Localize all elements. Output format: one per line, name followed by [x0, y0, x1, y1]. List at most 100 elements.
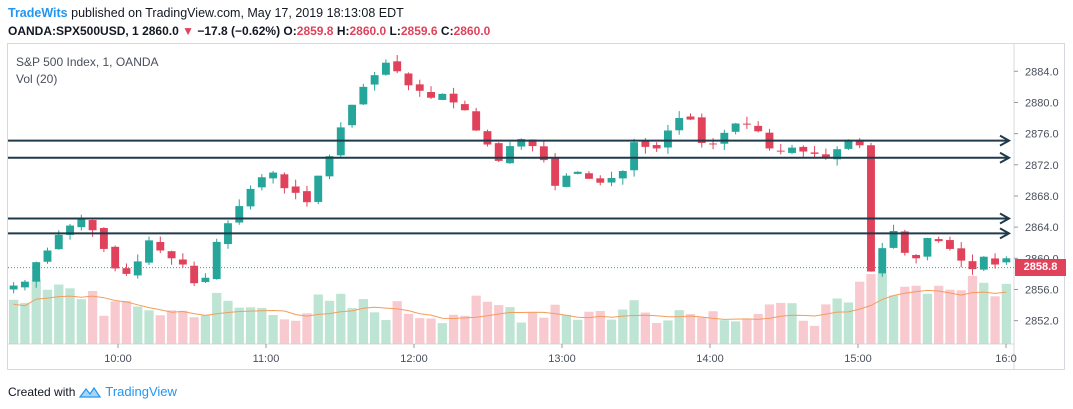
- volume-bar: [494, 305, 504, 344]
- volume-bar: [392, 301, 402, 344]
- volume-bar: [855, 281, 865, 344]
- open-label: O:: [283, 24, 297, 38]
- volume-bar: [990, 296, 1000, 344]
- volume-bar: [200, 315, 211, 344]
- candle-body: [167, 251, 176, 259]
- volume-bar: [460, 315, 470, 344]
- volume-bar: [674, 310, 684, 344]
- candle-body: [438, 93, 447, 100]
- down-triangle-icon: ▼: [182, 24, 194, 38]
- chart-frame[interactable]: [7, 43, 1065, 370]
- last-price: 2860.0: [142, 24, 179, 38]
- candle-body: [867, 145, 875, 272]
- volume-bar: [945, 289, 955, 344]
- x-tick-label: 15:00: [844, 353, 872, 365]
- candle-body: [618, 171, 627, 179]
- candle-body: [145, 240, 153, 263]
- level-arrow-icon: [999, 227, 1012, 240]
- candle-body: [821, 154, 830, 159]
- candle-body: [878, 248, 887, 274]
- candle-body: [325, 156, 334, 177]
- candle-body: [54, 234, 63, 250]
- open-value: 2859.8: [296, 24, 334, 38]
- volume-bar: [967, 275, 978, 344]
- candle-body: [156, 241, 165, 251]
- volume-bar: [730, 321, 741, 344]
- candle-body: [754, 125, 763, 132]
- tradingview-brand[interactable]: TradingView: [105, 384, 177, 399]
- volume-bar: [934, 285, 944, 344]
- level-arrow-icon: [999, 212, 1012, 225]
- candle-body: [415, 84, 424, 91]
- volume-bar: [956, 290, 966, 344]
- candle-body: [235, 206, 244, 223]
- volume-bar: [561, 314, 572, 344]
- candle-body: [359, 86, 368, 105]
- volume-bar: [606, 319, 617, 344]
- candle-body: [111, 246, 120, 269]
- candle-body: [946, 240, 954, 249]
- x-tick-label: 16:0: [995, 353, 1016, 365]
- candle-body: [957, 248, 966, 261]
- volume-bar: [347, 308, 357, 344]
- candle-body: [212, 241, 221, 280]
- volume-bar: [809, 325, 820, 344]
- candle-body: [979, 256, 988, 270]
- volume-bar: [257, 307, 267, 344]
- candle-body: [393, 61, 402, 72]
- volume-bar: [911, 285, 921, 344]
- candle-body: [934, 239, 943, 242]
- volume-bar: [764, 304, 775, 344]
- candle-body: [652, 145, 661, 149]
- candle-body: [923, 238, 932, 257]
- candle-body: [585, 173, 593, 179]
- volume-bar: [9, 299, 19, 344]
- candle-body: [833, 149, 842, 160]
- volume-bar: [336, 293, 346, 344]
- candle-body: [381, 62, 390, 75]
- volume-bar: [279, 319, 290, 344]
- volume-bar: [652, 323, 662, 344]
- volume-bar: [110, 301, 120, 344]
- candle-body: [472, 111, 481, 131]
- volume-bar: [65, 288, 75, 344]
- high-value: 2860.0: [349, 24, 387, 38]
- volume-bar: [155, 315, 165, 344]
- volume-bar: [268, 315, 278, 344]
- volume-bar: [178, 310, 188, 344]
- candle-body: [844, 139, 853, 149]
- volume-bar: [900, 286, 910, 344]
- candle-body: [788, 147, 796, 153]
- high-label: H:: [336, 24, 350, 38]
- candle-body: [99, 228, 108, 249]
- volume-legend: Vol (20): [16, 72, 58, 86]
- candle-body: [77, 218, 86, 228]
- candle-body: [551, 158, 560, 186]
- volume-bar: [223, 300, 233, 344]
- volume-bar: [358, 299, 368, 344]
- candle-body: [607, 178, 616, 183]
- volume-bar: [31, 279, 41, 344]
- candle-body: [968, 261, 977, 270]
- created-with-label: Created with: [8, 384, 76, 399]
- symbol-label: OANDA:SPX500USD, 1: [8, 24, 139, 38]
- volume-bar: [832, 298, 842, 344]
- candle-body: [855, 139, 864, 146]
- publisher-name[interactable]: TradeWits: [8, 6, 68, 20]
- volume-bar: [527, 312, 538, 344]
- candle-body: [731, 123, 740, 132]
- candle-body: [709, 143, 718, 145]
- volume-bar: [505, 307, 515, 344]
- candle-body: [280, 174, 289, 189]
- candle-body: [133, 261, 142, 276]
- last-price-tag: 2858.8: [1015, 259, 1066, 277]
- volume-bar: [798, 320, 808, 344]
- y-tick-label: 2884.0: [1025, 66, 1059, 78]
- volume-bar: [539, 317, 549, 344]
- volume-bar: [291, 320, 301, 344]
- volume-bar: [685, 314, 696, 344]
- volume-bar: [719, 320, 729, 344]
- volume-bar: [437, 323, 447, 344]
- volume-bar: [922, 293, 933, 344]
